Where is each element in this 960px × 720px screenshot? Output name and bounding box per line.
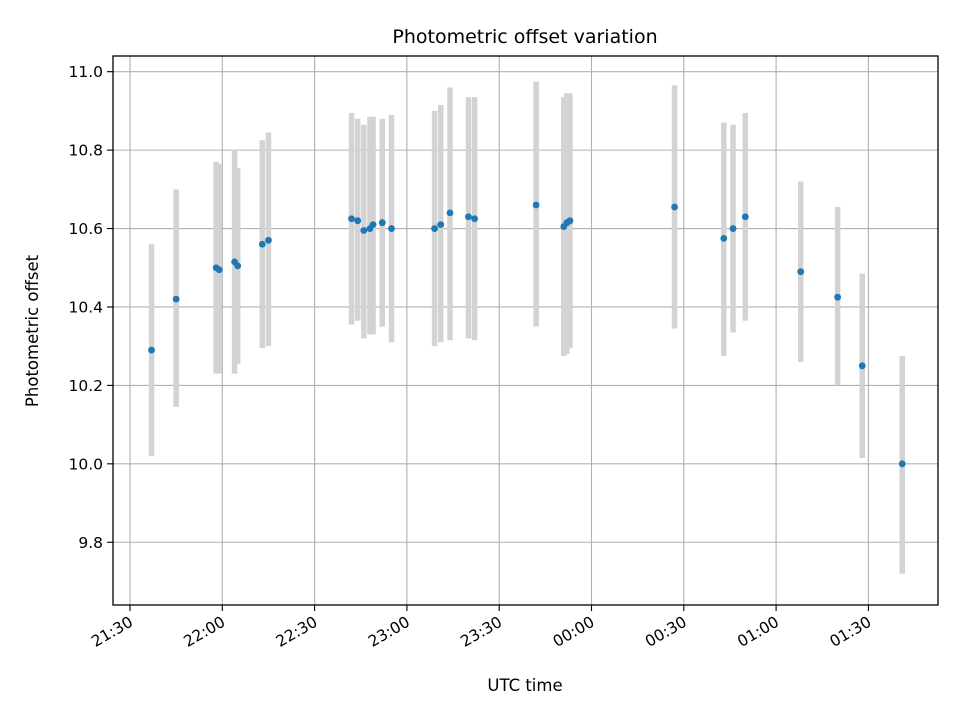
data-point [265, 236, 272, 244]
y-tick-label: 10.2 [68, 377, 103, 395]
data-point [431, 225, 438, 232]
data-point [720, 234, 728, 242]
data-point [797, 268, 805, 276]
data-point [172, 295, 180, 303]
y-axis-title: Photometric offset [23, 254, 42, 407]
data-point [898, 460, 906, 468]
data-point [566, 217, 574, 225]
data-points [148, 201, 906, 468]
y-tick-label: 11.0 [68, 63, 103, 81]
chart-title: Photometric offset variation [392, 26, 657, 48]
data-point [834, 293, 842, 301]
data-point [465, 213, 472, 221]
data-point [378, 219, 386, 227]
data-point [858, 362, 866, 370]
y-tick-label: 10.6 [68, 220, 103, 238]
data-point [215, 266, 223, 274]
data-point [354, 217, 362, 225]
data-point [471, 215, 478, 223]
x-axis-title: UTC time [487, 676, 562, 695]
data-point [369, 221, 377, 229]
y-tick-label: 9.8 [78, 534, 103, 552]
data-point [532, 201, 540, 209]
plot-frame [112, 55, 939, 606]
y-tick-label: 10.8 [68, 142, 103, 160]
data-point [729, 225, 737, 232]
data-point [671, 203, 678, 211]
data-point [148, 346, 155, 354]
data-point [437, 221, 445, 229]
data-point [446, 209, 454, 217]
data-point [234, 262, 242, 270]
data-point [348, 215, 355, 223]
data-point [258, 240, 266, 248]
y-tick-label: 10.4 [68, 298, 103, 316]
data-point [388, 225, 395, 232]
y-axis-ticks: 9.8 10.0 10.2 10.4 10.6 10.8 11.0 [68, 63, 113, 552]
data-point [741, 213, 749, 221]
y-tick-label: 10.0 [68, 455, 103, 473]
data-point [360, 227, 368, 234]
